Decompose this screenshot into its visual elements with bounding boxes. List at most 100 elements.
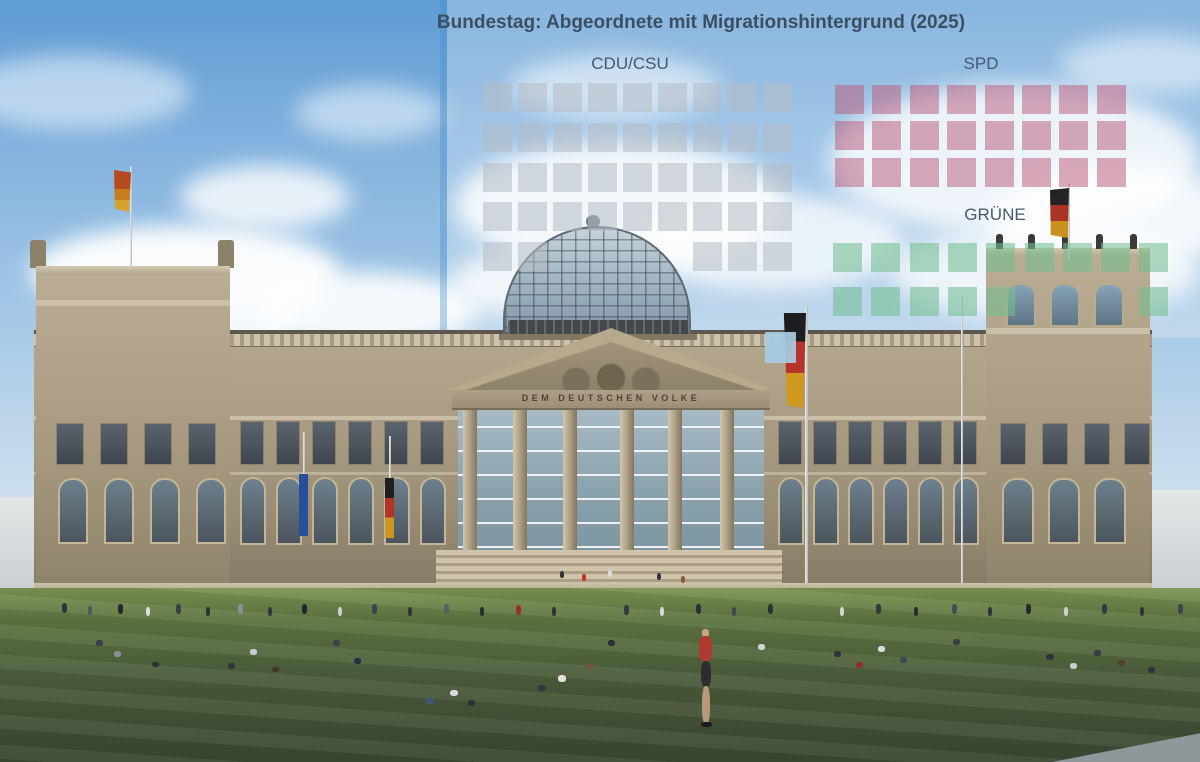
person (96, 640, 103, 646)
person (1178, 604, 1183, 614)
wing-window (384, 421, 408, 465)
left-tower-arch-window (104, 478, 134, 544)
waffle-square-cdu-csu (693, 242, 722, 271)
wing-window (953, 421, 977, 465)
waffle-square-cdu-csu (763, 202, 792, 231)
statue (1062, 234, 1069, 249)
waffle-square-cdu-csu (693, 83, 722, 112)
right-tower-upper-window (1050, 283, 1080, 327)
waffle-square-cdu-csu (623, 123, 652, 152)
statue (1130, 234, 1137, 249)
person (250, 649, 257, 655)
statue (1028, 234, 1035, 249)
chart-title: Bundestag: Abgeordnete mit Migrationshin… (436, 12, 966, 33)
person (176, 604, 181, 614)
waffle-square-cdu-csu (728, 202, 757, 231)
wing-window (312, 421, 336, 465)
waffle-square-gr-ne (910, 287, 939, 316)
right-tower-flagpole (1068, 184, 1070, 260)
person (840, 607, 844, 616)
distant-building-left (0, 497, 36, 592)
waffle-square-cdu-csu (658, 202, 687, 231)
statue (1096, 234, 1103, 249)
portico-column (563, 404, 577, 550)
left-tower-cornice (36, 300, 230, 306)
person (878, 646, 885, 652)
waffle-square-cdu-csu (553, 83, 582, 112)
waffle-square-cdu-csu (553, 163, 582, 192)
waffle-square-spd (835, 121, 864, 150)
left-tower-cap (36, 266, 230, 275)
waffle-square-spd (1022, 85, 1051, 114)
right-tower-upper-window (1094, 283, 1124, 327)
person (118, 604, 123, 614)
banner-pole-de (389, 436, 391, 478)
inscription-text: DEM DEUTSCHEN VOLKE (521, 393, 701, 403)
wing-arch-window (918, 477, 944, 545)
person (900, 657, 907, 663)
waffle-square-cdu-csu (658, 83, 687, 112)
waffle-square-spd (872, 158, 901, 187)
left-tower-arch-window (58, 478, 88, 544)
wing-window (778, 421, 802, 465)
person (699, 636, 712, 662)
person (560, 571, 564, 578)
person (856, 662, 863, 668)
waffle-square-cdu-csu (518, 163, 547, 192)
wing-arch-window (778, 477, 804, 545)
waffle-square-gr-ne (871, 243, 900, 272)
tower-pinnacle (30, 240, 46, 268)
right-tower-window (1042, 423, 1068, 465)
portico-column (513, 404, 527, 550)
german-flagpole (805, 306, 808, 592)
waffle-square-gr-ne (910, 243, 939, 272)
waffle-square-cdu-csu (763, 163, 792, 192)
left-tower-window (144, 423, 172, 465)
wing-window (883, 421, 907, 465)
waffle-square-spd (1097, 121, 1126, 150)
left-tower-flagpole (130, 166, 132, 268)
waffle-square-gr-ne (833, 243, 862, 272)
person (426, 698, 434, 704)
waffle-square-cdu-csu (623, 163, 652, 192)
wing-window (276, 421, 300, 465)
waffle-square-cdu-csu (623, 202, 652, 231)
person (1118, 660, 1125, 666)
waffle-square-spd (1022, 121, 1051, 150)
haze-panel-edge (440, 0, 447, 330)
waffle-square-cdu-csu (693, 163, 722, 192)
cloud (0, 55, 190, 130)
waffle-square-gr-ne (833, 287, 862, 316)
person (1064, 607, 1068, 616)
wing-arch-window (813, 477, 839, 545)
person (953, 639, 960, 645)
gravel-path (34, 583, 1152, 592)
person (408, 607, 412, 616)
waffle-square-cdu-csu (728, 242, 757, 271)
waffle-square-gr-ne (948, 243, 977, 272)
waffle-square-cdu-csu (728, 83, 757, 112)
party-label-cdu-csu: CDU/CSU (591, 54, 669, 73)
waffle-square-cdu-csu (518, 123, 547, 152)
waffle-square-gr-ne (986, 243, 1015, 272)
waffle-square-spd (910, 158, 939, 187)
waffle-square-spd (910, 85, 939, 114)
person (558, 675, 566, 682)
person (876, 604, 881, 614)
person (608, 640, 615, 646)
wing-window (420, 421, 444, 465)
waffle-square-cdu-csu (588, 83, 617, 112)
waffle-square-cdu-csu (483, 163, 512, 192)
person (702, 629, 709, 637)
waffle-square-spd (947, 85, 976, 114)
person (302, 604, 307, 614)
waffle-square-cdu-csu (518, 83, 547, 112)
waffle-square-cdu-csu (588, 123, 617, 152)
person (516, 605, 521, 615)
portico-column (720, 404, 734, 550)
tower-pinnacle (218, 240, 234, 268)
cloud (295, 85, 445, 140)
waffle-square-gr-ne (948, 287, 977, 316)
person (152, 662, 159, 667)
